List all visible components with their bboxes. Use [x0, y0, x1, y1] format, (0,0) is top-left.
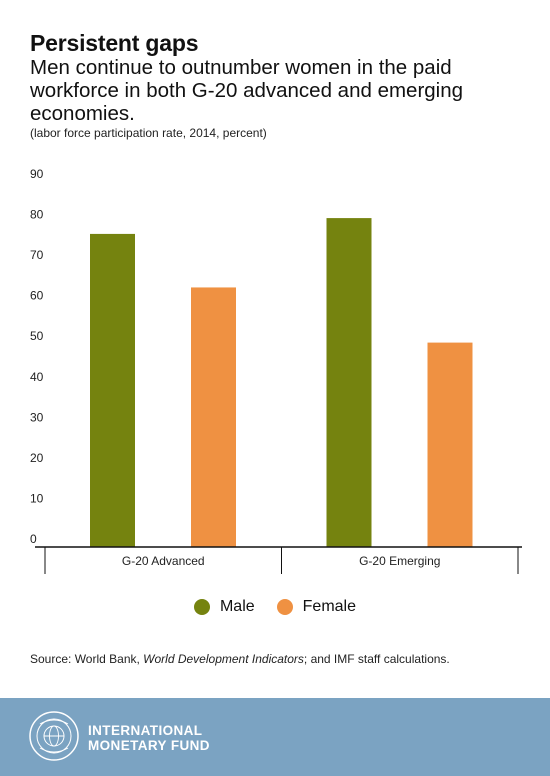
chart-subtitle: Men continue to outnumber women in the p… [30, 56, 464, 125]
bar-male [326, 218, 372, 547]
legend-item-male: Male [193, 598, 255, 616]
legend-swatch-female [276, 599, 293, 615]
chart-title: Persistent gaps [30, 30, 199, 56]
source-suffix: ; and IMF staff calculations. [303, 652, 450, 666]
y-tick-label: 70 [30, 248, 44, 262]
legend-swatch-male [193, 599, 210, 615]
x-tick-label: G-20 Emerging [359, 554, 440, 568]
y-tick-label: 50 [30, 329, 44, 343]
legend-label-female: Female [302, 598, 357, 615]
y-tick-label: 60 [30, 289, 44, 303]
bar-chart: 0 10 20 30 40 50 60 70 80 90 G-20 Advanced G-20 Eme… [30, 167, 522, 574]
imf-wordmark: INTERNATIONAL MONETARY FUND [88, 723, 210, 753]
legend: Male Female [0, 598, 550, 616]
chart-note: (labor force participation rate, 2014, p… [30, 126, 267, 140]
imf-seal-icon [29, 711, 79, 761]
y-tick-label: 0 [30, 532, 37, 546]
y-tick-label: 10 [30, 491, 44, 505]
source-italic: World Development Indicators [143, 652, 304, 666]
imf-wordmark-line1: INTERNATIONAL [88, 723, 203, 738]
imf-wordmark-line2: MONETARY FUND [88, 738, 210, 753]
y-tick-label: 40 [30, 370, 44, 384]
y-tick-label: 80 [30, 208, 44, 222]
legend-label-male: Male [219, 598, 255, 615]
y-tick-label: 30 [30, 410, 44, 424]
bar-male [90, 233, 135, 547]
y-tick-label: 20 [30, 451, 44, 465]
y-tick-label: 90 [30, 167, 44, 181]
bar-female [191, 287, 236, 547]
legend-item-female: Female [276, 598, 357, 616]
bar-female [427, 342, 473, 547]
source-prefix: Source: World Bank, [30, 652, 144, 666]
footer-bar: INTERNATIONAL MONETARY FUND [0, 698, 550, 776]
source-note: Source: World Bank, World Development In… [30, 652, 450, 666]
x-tick-label: G-20 Advanced [122, 554, 205, 568]
